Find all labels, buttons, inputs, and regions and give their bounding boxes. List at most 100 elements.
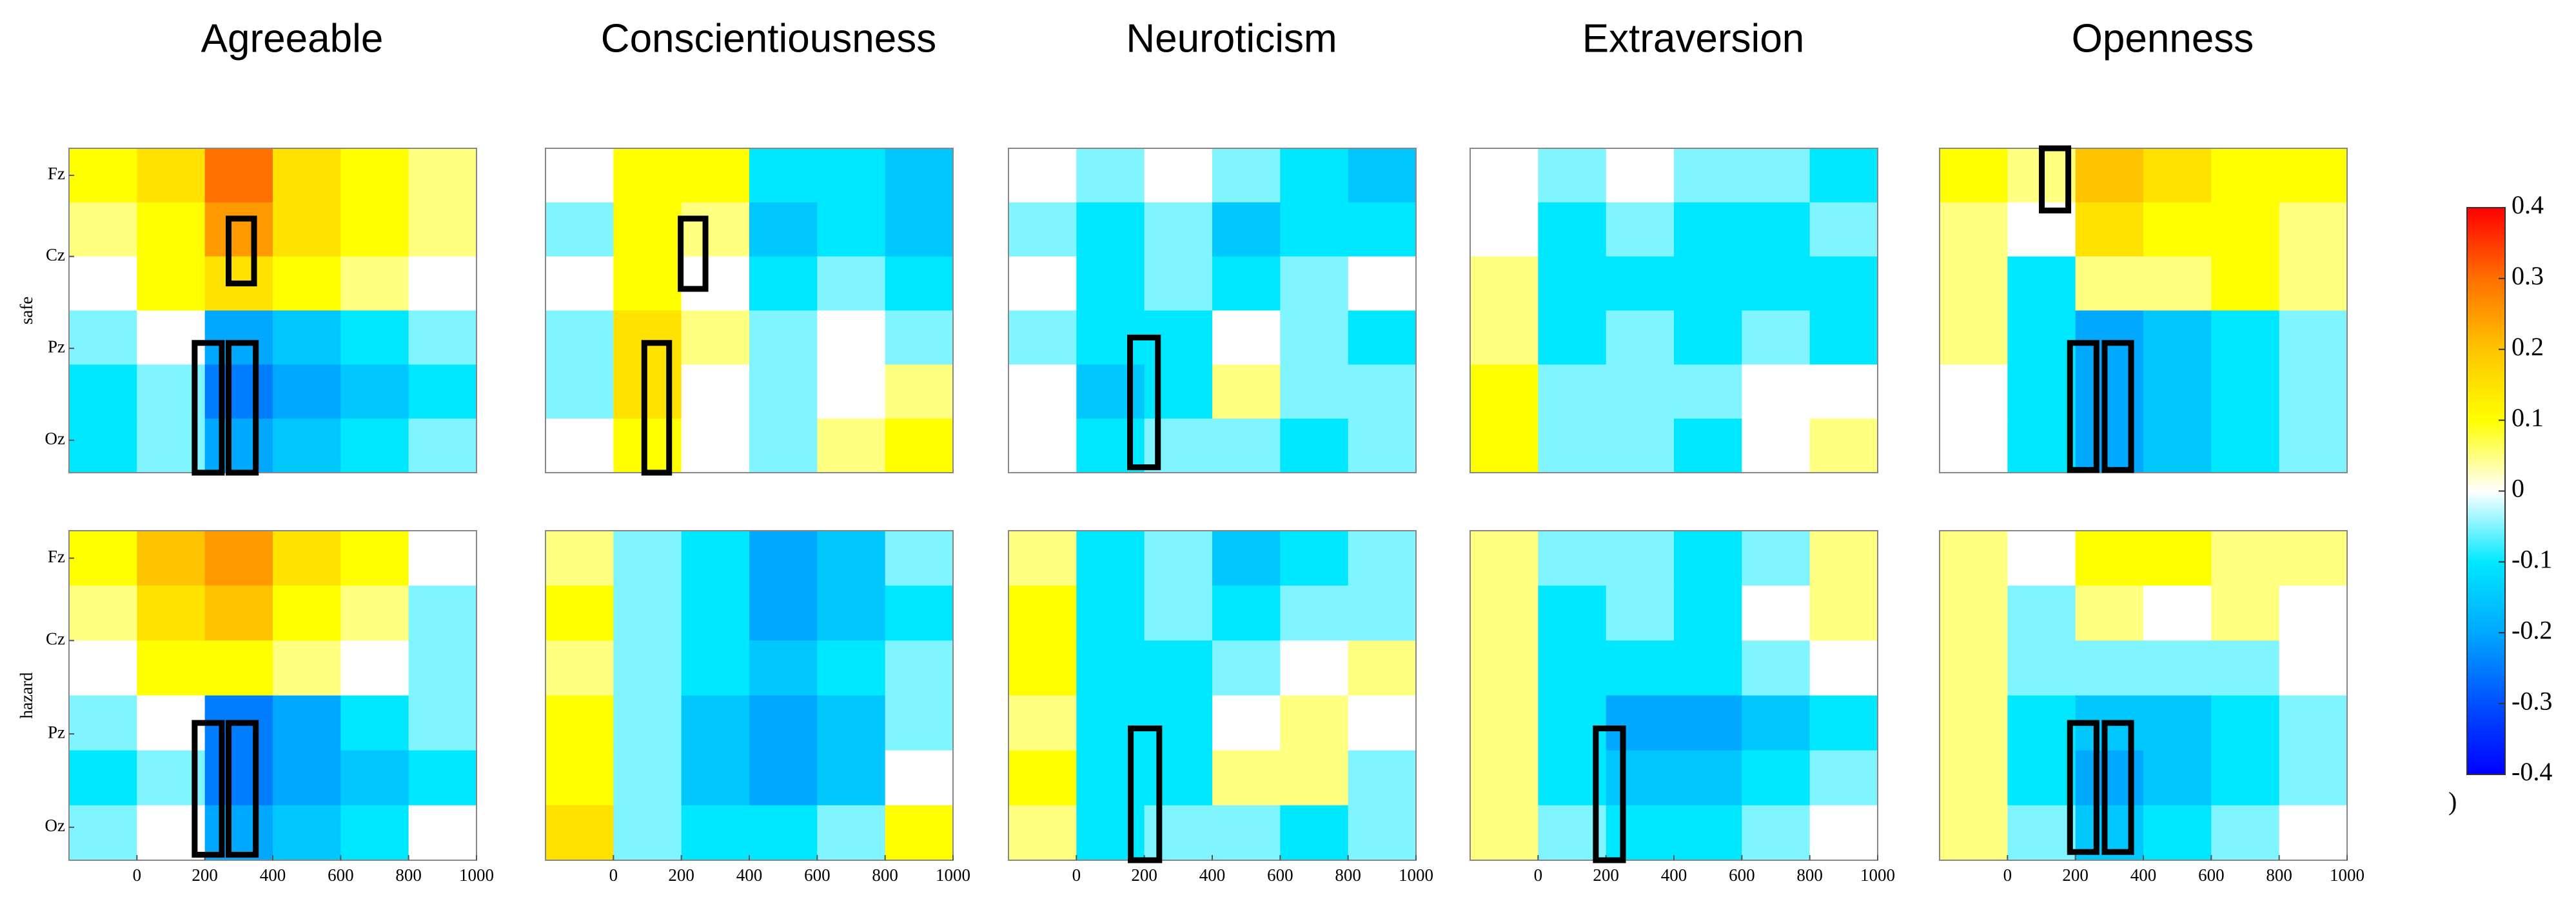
x-tick-label: 400 [1661,865,1687,885]
heat-cell [1470,310,1539,365]
heat-cell [1076,586,1145,641]
heat-cell [1144,148,1213,203]
heat-cell [1742,364,1811,419]
heat-cell [1076,640,1145,696]
heat-cell [1212,750,1281,806]
heat-cell [1606,256,1675,311]
y-tick-label: Pz [48,337,65,356]
heat-cell [1940,695,2008,751]
x-tick-label: 600 [1267,865,1293,885]
x-tick-label: 800 [872,865,898,885]
heat-cell [749,419,818,473]
heat-cell [1076,805,1145,861]
heat-cell [1144,202,1213,257]
heat-cell [408,148,477,203]
heat-cell [2279,256,2348,311]
heat-cell [340,419,409,473]
heat-cell [1742,256,1811,311]
heat-cell [69,805,137,861]
colorbar-tick-label: 0.2 [2512,332,2544,361]
x-tick-label: 600 [804,865,831,885]
heat-cell [817,256,886,311]
x-tick-label: 200 [2062,865,2089,885]
heat-cell [1470,364,1539,419]
heat-cell [1809,750,1878,806]
heat-cell [1076,531,1145,586]
heat-cell [1144,586,1213,641]
x-tick-label: 800 [1796,865,1823,885]
axes-frame [1008,148,1417,473]
axes-frame [1939,148,2348,473]
heat-cell [749,310,818,365]
heat-cell [1674,419,1742,473]
heat-cell [1742,419,1811,473]
heat-cell [1742,586,1811,641]
axes-frame [68,148,477,473]
heat-cell [1538,586,1607,641]
heat-cell [273,695,341,751]
heat-cell [1280,805,1349,861]
heat-cell [1212,531,1281,586]
heat-cell [69,202,137,257]
x-tick-label: 400 [736,865,763,885]
heat-cell [885,805,954,861]
x-tick-label: 1000 [1399,865,1433,885]
heat-cell [1212,256,1281,311]
heat-cell [273,586,341,641]
heat-cell [2075,531,2144,586]
heat-cell [681,148,750,203]
heat-cell [1348,695,1417,751]
heat-cell [2211,148,2280,203]
heat-cell [546,586,614,641]
heat-cell [1212,202,1281,257]
heat-cell [1144,364,1213,419]
heat-cell [1008,202,1077,257]
heat-cell [681,419,750,473]
x-tick-label: 200 [668,865,694,885]
heat-cell [885,640,954,696]
heat-cell [2211,256,2280,311]
heat-cell [1280,640,1349,696]
heat-cell [2007,531,2076,586]
heat-cell [1606,310,1675,365]
heat-cell [1940,202,2008,257]
heat-cell [546,531,614,586]
heat-cell [1008,586,1077,641]
heat-cell [749,750,818,806]
heat-cell [69,640,137,696]
heat-cell [204,148,273,203]
heat-cell [1470,256,1539,311]
heat-cell [1606,805,1675,861]
heat-cell [1674,364,1742,419]
y-tick-label: Oz [45,816,65,835]
heat-cell [1742,695,1811,751]
heat-cell [817,805,886,861]
heat-cell [1470,531,1539,586]
heat-cell [1674,531,1742,586]
heat-cell [613,695,682,751]
heat-cell [1606,586,1675,641]
heat-cell [2143,419,2212,473]
heat-cell [2211,586,2280,641]
heat-cell [885,148,954,203]
heat-cell [1212,695,1281,751]
heat-cell [1538,364,1607,419]
heat-cell [1674,256,1742,311]
heat-cell [273,364,341,419]
heat-cell [2007,695,2076,751]
heat-cell [2211,695,2280,751]
heat-cell [1076,148,1145,203]
heat-cell [749,586,818,641]
heat-cell [2211,640,2280,696]
highlight-box [2101,340,2134,473]
heat-cell [2143,148,2212,203]
x-tick-label: 0 [133,865,142,885]
panel-title: Extraversion [1582,16,1805,61]
x-tick-label: 1000 [936,865,970,885]
heat-cell [546,202,614,257]
heat-cell [1606,202,1675,257]
heat-cell [1742,148,1811,203]
heat-cell [1280,148,1349,203]
highlight-box [192,340,225,476]
heat-cell [1008,805,1077,861]
